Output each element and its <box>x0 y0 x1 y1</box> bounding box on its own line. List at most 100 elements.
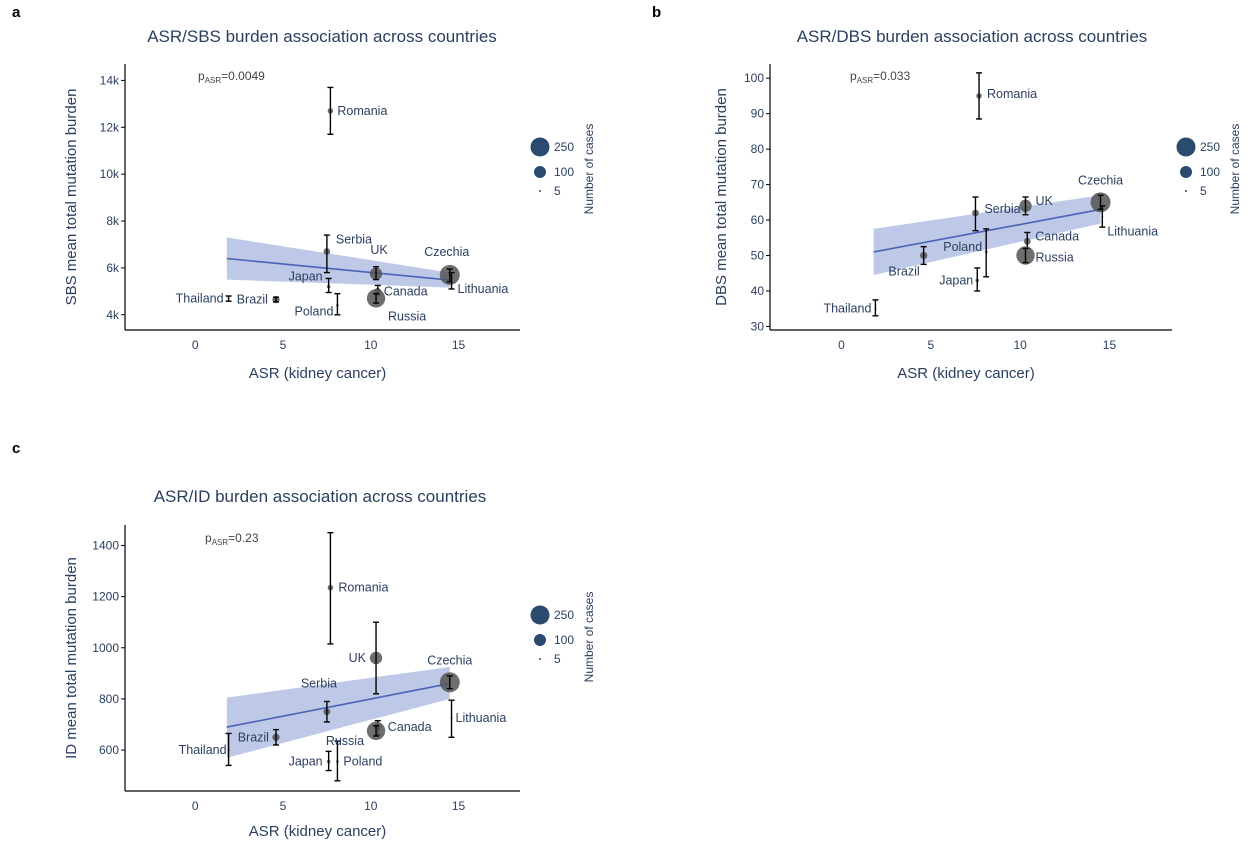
y-tick-label: 600 <box>99 743 119 757</box>
label-serbia: Serbia <box>984 202 1020 216</box>
chart-title: ASR/DBS burden association across countr… <box>797 27 1148 46</box>
x-axis-title: ASR (kidney cancer) <box>249 365 387 382</box>
x-tick-label: 10 <box>364 799 378 813</box>
label-poland: Poland <box>294 304 333 318</box>
x-tick-label: 5 <box>280 799 287 813</box>
label-brazil: Brazil <box>237 293 268 307</box>
label-japan: Japan <box>289 270 323 284</box>
x-tick-label: 5 <box>280 338 287 352</box>
label-poland: Poland <box>343 755 382 769</box>
label-romania: Romania <box>337 104 387 118</box>
x-axis-title: ASR (kidney cancer) <box>249 823 387 840</box>
regression-line <box>226 682 450 728</box>
label-serbia: Serbia <box>301 677 337 691</box>
label-serbia: Serbia <box>336 232 372 246</box>
label-thailand: Thailand <box>179 743 227 757</box>
y-tick-label: 100 <box>744 71 764 85</box>
label-czechia: Czechia <box>427 653 472 667</box>
legend-label-100: 100 <box>554 165 574 179</box>
p-value-annotation: pASR=0.0049 <box>198 69 265 85</box>
x-tick-label: 10 <box>1013 338 1027 352</box>
y-tick-label: 90 <box>751 107 765 121</box>
legend-title: Number of cases <box>1228 124 1242 215</box>
y-tick-label: 1000 <box>92 641 119 655</box>
y-tick-label: 800 <box>99 692 119 706</box>
x-tick-label: 0 <box>192 338 199 352</box>
dbs-scatter-chart: ASR/DBS burden association across countr… <box>713 27 1242 382</box>
id-scatter-chart: ASR/ID burden association across countri… <box>63 487 596 840</box>
x-tick-label: 15 <box>452 799 466 813</box>
label-poland: Poland <box>943 240 982 254</box>
p-value-annotation: pASR=0.033 <box>850 69 911 85</box>
label-thailand: Thailand <box>823 302 871 316</box>
legend-marker-100 <box>534 166 546 178</box>
label-lithuania: Lithuania <box>456 711 507 725</box>
label-thailand: Thailand <box>176 291 224 305</box>
legend-marker-5 <box>539 190 541 192</box>
y-tick-label: 40 <box>751 284 765 298</box>
confidence-band <box>873 195 1101 276</box>
legend-marker-100 <box>1180 166 1192 178</box>
panel-letter-a: a <box>12 4 21 21</box>
label-brazil: Brazil <box>888 265 919 279</box>
legend-title: Number of cases <box>582 592 596 683</box>
y-tick-label: 10k <box>100 167 120 181</box>
x-tick-label: 0 <box>192 799 199 813</box>
legend-label-5: 5 <box>554 184 561 198</box>
label-russia: Russia <box>326 734 364 748</box>
legend-marker-250 <box>530 605 550 625</box>
x-tick-label: 15 <box>452 338 466 352</box>
label-japan: Japan <box>939 273 973 287</box>
y-tick-label: 1400 <box>92 538 119 552</box>
y-tick-label: 50 <box>751 249 765 263</box>
legend-marker-250 <box>1176 137 1196 157</box>
legend-label-250: 250 <box>554 608 574 622</box>
p-value-annotation: pASR=0.23 <box>205 531 259 547</box>
label-czechia: Czechia <box>424 245 469 259</box>
label-romania: Romania <box>338 581 388 595</box>
legend-label-100: 100 <box>554 633 574 647</box>
chart-title: ASR/SBS burden association across countr… <box>147 27 497 46</box>
x-tick-label: 5 <box>927 338 934 352</box>
label-uk: UK <box>370 243 388 257</box>
legend-marker-100 <box>534 634 546 646</box>
confidence-band <box>226 666 450 758</box>
label-canada: Canada <box>1035 229 1079 243</box>
panel-letter-c: c <box>12 440 21 457</box>
legend-label-250: 250 <box>554 140 574 154</box>
y-axis-title: ID mean total mutation burden <box>63 557 80 759</box>
y-tick-label: 1200 <box>92 590 119 604</box>
label-uk: UK <box>349 651 367 665</box>
legend-label-5: 5 <box>1200 184 1207 198</box>
legend-marker-5 <box>539 658 541 660</box>
y-tick-label: 70 <box>751 178 765 192</box>
chart-title: ASR/ID burden association across countri… <box>154 487 487 506</box>
y-tick-label: 14k <box>100 73 120 87</box>
panel-b: ASR/DBS burden association across countr… <box>640 0 1248 405</box>
label-romania: Romania <box>987 87 1037 101</box>
label-lithuania: Lithuania <box>458 282 509 296</box>
label-canada: Canada <box>388 720 432 734</box>
legend-marker-250 <box>530 137 550 157</box>
label-russia: Russia <box>388 309 426 323</box>
panel-c: ASR/ID burden association across countri… <box>0 440 640 850</box>
label-canada: Canada <box>384 284 428 298</box>
y-tick-label: 80 <box>751 142 765 156</box>
y-tick-label: 4k <box>106 308 120 322</box>
y-tick-label: 60 <box>751 213 765 227</box>
label-czechia: Czechia <box>1078 173 1123 187</box>
y-tick-label: 30 <box>751 319 765 333</box>
regression-line <box>873 208 1101 253</box>
legend-label-5: 5 <box>554 652 561 666</box>
y-tick-label: 6k <box>106 261 120 275</box>
panel-letter-b: b <box>652 4 662 21</box>
x-tick-label: 0 <box>838 338 845 352</box>
x-axis-title: ASR (kidney cancer) <box>897 365 1035 382</box>
legend-label-100: 100 <box>1200 165 1220 179</box>
legend-marker-5 <box>1185 190 1187 192</box>
label-uk: UK <box>1035 194 1053 208</box>
panel-a: ASR/SBS burden association across countr… <box>0 0 640 405</box>
regression-line <box>226 257 450 281</box>
legend-label-250: 250 <box>1200 140 1220 154</box>
label-russia: Russia <box>1035 251 1073 265</box>
